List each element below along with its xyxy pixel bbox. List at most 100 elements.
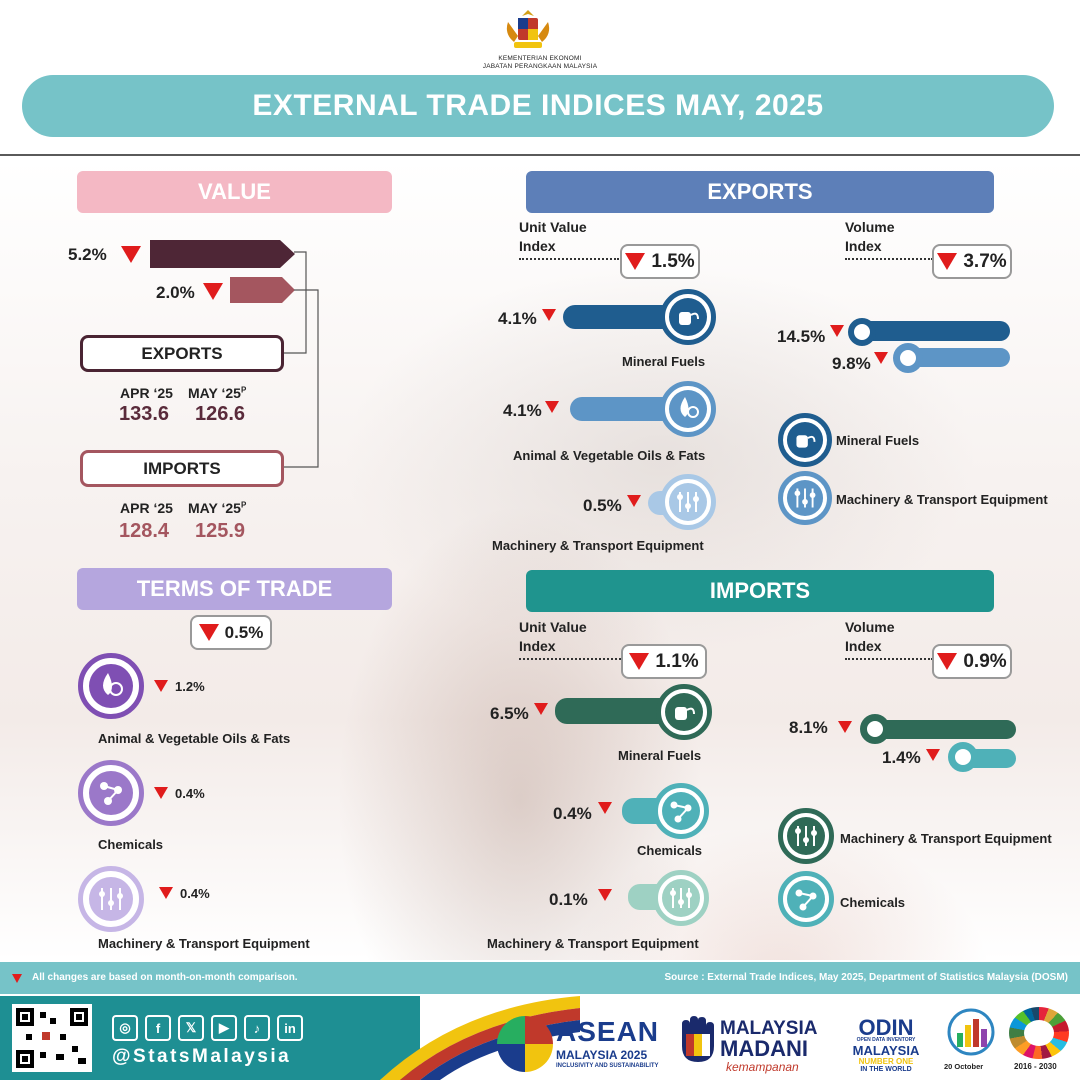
- exports-unit-value-index-label: Index: [519, 238, 556, 254]
- down-arrow-icon: [154, 680, 168, 692]
- world-statistics-day-logo: [943, 1007, 999, 1057]
- comparison-note: All changes are based on month-on-month …: [32, 972, 298, 983]
- terms-of-trade-heading: TERMS OF TRADE: [77, 568, 392, 610]
- down-arrow-icon: [838, 721, 852, 733]
- imports-value-may: 125.9: [195, 520, 246, 542]
- linkedin-icon[interactable]: in: [277, 1015, 303, 1041]
- machinery-icon: [78, 866, 144, 932]
- sdg-years: 2016 - 2030: [1014, 1062, 1057, 1071]
- madani-line3: kemampanan: [726, 1060, 799, 1074]
- exports-unit-item2-change: 4.1%: [503, 401, 542, 420]
- madani-line1: MALAYSIA: [720, 1018, 818, 1039]
- odin-world: IN THE WORLD: [860, 1066, 912, 1073]
- qr-code[interactable]: [12, 1004, 92, 1072]
- imports-unit-item3-label: Machinery & Transport Equipment: [487, 936, 699, 951]
- note-bar: All changes are based on month-on-month …: [0, 962, 1080, 994]
- imports-value-arrow: [230, 277, 295, 303]
- imports-volume-item2-change: 1.4%: [882, 748, 921, 767]
- chemicals-icon: [78, 760, 144, 826]
- exports-heading: EXPORTS: [526, 171, 994, 213]
- social-links: ◎ f 𝕏 ▶ ♪ in: [112, 1015, 303, 1041]
- exports-unit-value-box: 1.5%: [620, 244, 700, 279]
- tot-item2-label: Chemicals: [98, 837, 164, 852]
- dotted-leader: [519, 658, 621, 660]
- imports-unit-item2-change: 0.4%: [553, 804, 592, 823]
- madani-line2: MADANI: [720, 1036, 808, 1061]
- oil-drop-icon: [660, 381, 716, 437]
- value-imports-change: 2.0%: [156, 283, 195, 302]
- exports-period-may: MAY ‘25P: [188, 385, 247, 401]
- down-arrow-icon: [830, 325, 844, 337]
- exports-volume-label: Volume: [845, 219, 895, 235]
- terms-of-trade-overall: 0.5%: [190, 615, 272, 650]
- exports-unit-value-label: Unit Value: [519, 219, 587, 235]
- dotted-leader: [845, 258, 933, 260]
- down-arrow-icon: [874, 352, 888, 364]
- chemicals-icon: [778, 871, 834, 927]
- down-arrow-icon: [12, 974, 22, 983]
- exports-unit-item1-change: 4.1%: [498, 309, 537, 328]
- imports-unit-item3-change: 0.1%: [549, 890, 588, 909]
- imports-unit-item2-label: Chemicals: [637, 843, 703, 858]
- down-arrow-icon: [545, 401, 559, 413]
- social-handle[interactable]: @StatsMalaysia: [112, 1046, 292, 1067]
- asean-subtitle: MALAYSIA 2025: [556, 1048, 648, 1062]
- asean-title: ASEAN: [556, 1016, 660, 1047]
- tot-item2-change: 0.4%: [175, 786, 205, 801]
- exports-volume-item1-bar: [852, 321, 1010, 341]
- odin-badge: ODIN OPEN DATA INVENTORY MALAYSIA NUMBER…: [838, 1015, 934, 1073]
- imports-volume-item1-change: 8.1%: [789, 718, 828, 737]
- exports-label-box: EXPORTS: [80, 335, 284, 372]
- exports-volume-item1-change: 14.5%: [777, 327, 826, 346]
- page-title: EXTERNAL TRADE INDICES MAY, 2025: [252, 89, 824, 122]
- slider-knob: [848, 318, 876, 346]
- odin-rank: NUMBER ONE: [858, 1057, 914, 1066]
- exports-unit-item3-label: Machinery & Transport Equipment: [492, 538, 704, 553]
- title-banner: EXTERNAL TRADE INDICES MAY, 2025: [22, 75, 1054, 137]
- exports-unit-item3-change: 0.5%: [583, 496, 622, 515]
- ministry-name-line1: KEMENTERIAN EKONOMI: [498, 55, 582, 62]
- imports-heading: IMPORTS: [526, 570, 994, 612]
- exports-legend-item2: Machinery & Transport Equipment: [836, 492, 1048, 507]
- down-arrow-icon: [598, 889, 612, 901]
- down-arrow-icon: [203, 283, 223, 300]
- exports-value-apr: 133.6: [119, 403, 170, 425]
- down-arrow-icon: [627, 495, 641, 507]
- slider-knob: [948, 742, 978, 772]
- sdg-wheel-logo: [1009, 1007, 1069, 1059]
- background-ship-image: [0, 160, 1080, 960]
- imports-legend-item1: Machinery & Transport Equipment: [840, 831, 1052, 846]
- exports-volume-index-label: Index: [845, 238, 882, 254]
- footer-social-panel: ◎ f 𝕏 ▶ ♪ in @StatsMalaysia: [0, 996, 420, 1080]
- value-connector-lines: [284, 251, 319, 468]
- facebook-icon[interactable]: f: [145, 1015, 171, 1041]
- down-arrow-icon: [198, 624, 219, 641]
- down-arrow-icon: [159, 887, 173, 899]
- youtube-icon[interactable]: ▶: [211, 1015, 237, 1041]
- down-arrow-icon: [534, 703, 548, 715]
- imports-unit-value-index-label: Index: [519, 638, 556, 654]
- machinery-icon: [653, 870, 709, 926]
- tot-item3-change: 0.4%: [180, 886, 210, 901]
- asean-tagline: INCLUSIVITY AND SUSTAINABILITY: [556, 1063, 659, 1069]
- imports-unit-item1-change: 6.5%: [490, 704, 529, 723]
- tot-item3-label: Machinery & Transport Equipment: [98, 936, 310, 951]
- exports-value-may: 126.6: [195, 403, 246, 425]
- exports-volume-item2-bar: [896, 348, 1010, 367]
- x-icon[interactable]: 𝕏: [178, 1015, 204, 1041]
- ministry-name-line2: JABATAN PERANGKAAN MALAYSIA: [482, 63, 598, 70]
- tiktok-icon[interactable]: ♪: [244, 1015, 270, 1041]
- exports-volume-box: 3.7%: [932, 244, 1012, 279]
- odin-country: MALAYSIA: [852, 1043, 920, 1058]
- oil-drop-icon: [78, 653, 144, 719]
- imports-volume-index-label: Index: [845, 638, 882, 654]
- chemicals-icon: [653, 783, 709, 839]
- down-arrow-icon: [937, 253, 958, 270]
- imports-unit-value-box: 1.1%: [621, 644, 707, 679]
- imports-unit-item1-label: Mineral Fuels: [618, 748, 702, 763]
- imports-legend-item2: Chemicals: [840, 895, 906, 910]
- source-note: Source : External Trade Indices, May 202…: [664, 972, 1068, 983]
- exports-unit-item2-label: Animal & Vegetable Oils & Fats: [513, 448, 706, 463]
- instagram-icon[interactable]: ◎: [112, 1015, 138, 1041]
- slider-knob: [860, 714, 890, 744]
